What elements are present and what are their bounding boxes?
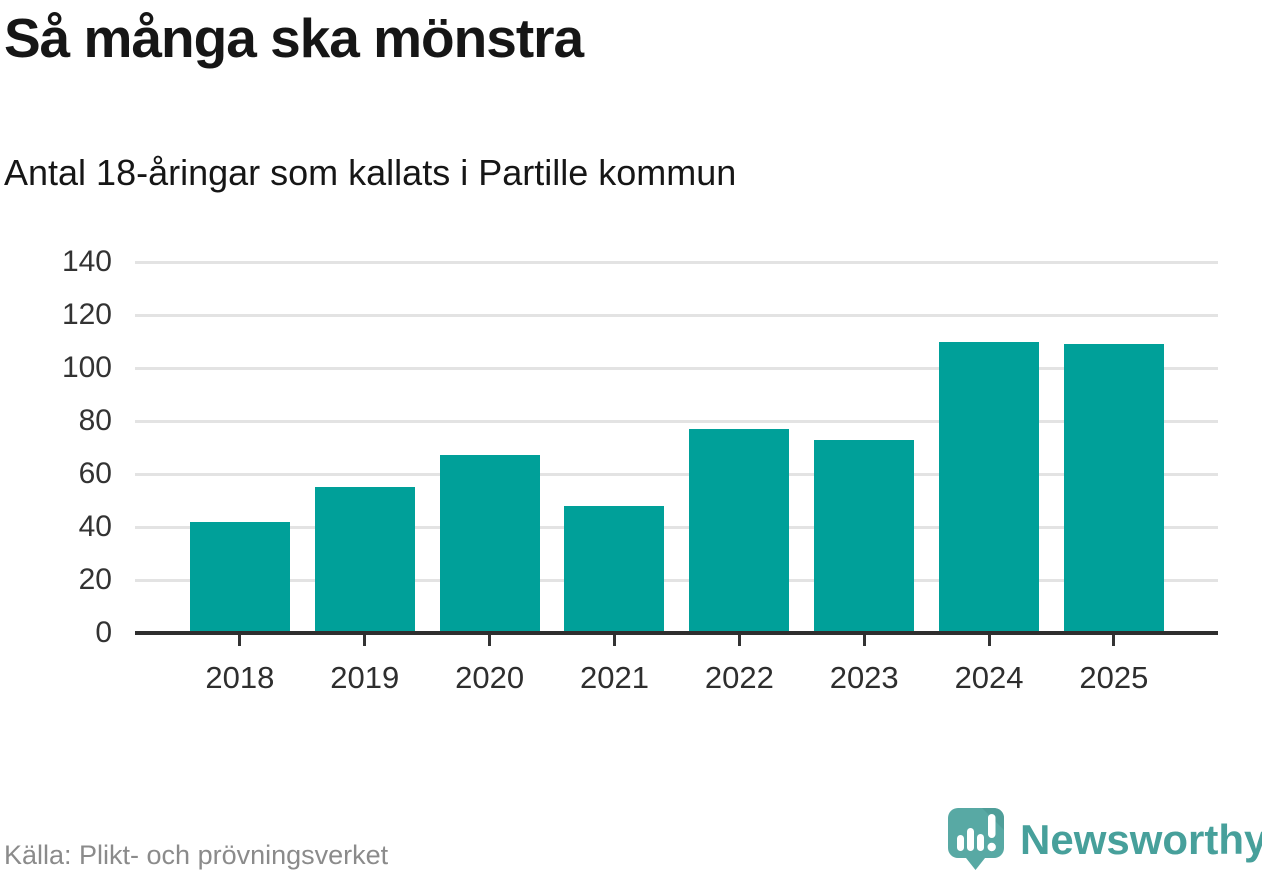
brand-logo: Newsworthy: [944, 806, 1262, 874]
x-axis-tick-label-2018: 2018: [205, 660, 275, 695]
gridline-y-40: [135, 525, 1218, 529]
x-axis-tick-label-2022: 2022: [704, 660, 774, 695]
x-axis-tick-2018: [238, 635, 242, 646]
x-axis-tick-2020: [488, 635, 492, 646]
x-axis-tick-label-2021: 2021: [579, 660, 649, 695]
x-axis-tick-2019: [363, 635, 367, 646]
bar-2021: [564, 505, 665, 633]
source-note: Källa: Plikt- och prövningsverket: [4, 840, 389, 870]
y-axis-tick-label-120: 120: [61, 298, 112, 331]
gridline-y-120: [135, 313, 1218, 317]
y-axis-tick-label-60: 60: [78, 457, 112, 490]
x-axis-tick-2024: [987, 635, 991, 646]
x-axis-tick-label-2023: 2023: [829, 660, 899, 695]
brand-name: Newsworthy: [1020, 816, 1262, 863]
gridline-y-100: [135, 366, 1218, 370]
y-axis-tick-label-100: 100: [61, 351, 112, 384]
chart-title: Så många ska mönstra: [4, 7, 584, 69]
y-axis-tick-label-0: 0: [95, 616, 112, 649]
chart-subtitle: Antal 18-åringar som kallats i Partille …: [4, 152, 737, 193]
y-axis-tick-label-80: 80: [78, 404, 112, 437]
bar-2022: [689, 428, 790, 633]
bar-2019: [314, 487, 415, 633]
newsworthy-icon: [948, 808, 1004, 870]
gridline-y-60: [135, 472, 1218, 476]
x-axis-line: [135, 631, 1218, 635]
bar-2025: [1063, 344, 1164, 633]
bar-2023: [814, 439, 915, 633]
x-axis-tick-label-2019: 2019: [330, 660, 400, 695]
gridline-y-20: [135, 578, 1218, 582]
x-axis-tick-2023: [862, 635, 866, 646]
y-axis-tick-label-20: 20: [78, 563, 112, 596]
x-axis-tick-2021: [612, 635, 616, 646]
bar-2020: [439, 455, 540, 633]
x-axis-tick-2022: [737, 635, 741, 646]
gridline-y-80: [135, 419, 1218, 423]
y-axis-tick-label-140: 140: [61, 245, 112, 278]
y-axis-tick-label-40: 40: [78, 510, 112, 543]
bar-2024: [939, 341, 1040, 633]
x-axis-tick-2025: [1112, 635, 1116, 646]
bar-2018: [189, 521, 290, 633]
gridline-y-140: [135, 260, 1218, 264]
x-axis-tick-label-2024: 2024: [954, 660, 1024, 695]
x-axis-tick-label-2020: 2020: [455, 660, 525, 695]
x-axis-tick-label-2025: 2025: [1079, 660, 1149, 695]
